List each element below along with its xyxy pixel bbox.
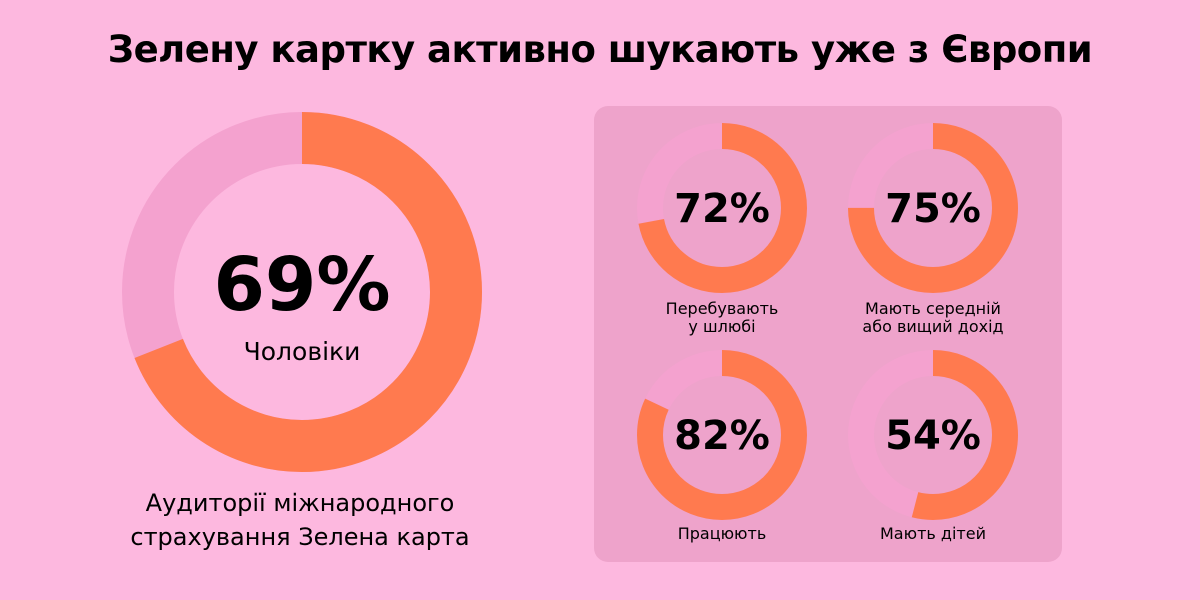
donut-income-label-line-2: або вищий дохід [862, 317, 1003, 336]
donut-married-label-line-1: Перебувають [666, 299, 779, 318]
donut-children: 54% Мають дітей [848, 350, 1018, 543]
donut-married: 72% Перебувають у шлюбі [637, 123, 807, 336]
donut-working-arc [637, 350, 807, 520]
donut-income-label-line-1: Мають середній [865, 299, 1001, 318]
audience-caption: Аудиторії міжнародного страхування Зелен… [60, 486, 540, 554]
donut-children-value: 54% [885, 413, 981, 459]
donut-income-value: 75% [885, 186, 981, 232]
donut-married-label-line-2: у шлюбі [688, 317, 755, 336]
audience-caption-line-1: Аудиторії міжнародного [145, 489, 455, 517]
audience-caption-line-2: страхування Зелена карта [130, 523, 470, 551]
donut-children-arc [848, 350, 1018, 520]
page-title: Зелену картку активно шукають уже з Євро… [107, 28, 1093, 71]
donut-income: 75% Мають середній або вищий дохід [848, 123, 1018, 336]
donut-working: 82% Працюють [637, 350, 807, 543]
donut-income-arc [848, 123, 1018, 293]
donut-married-value: 72% [674, 186, 770, 232]
donut-men-label: Чоловіки [244, 337, 361, 366]
donut-working-label: Працюють [678, 524, 767, 543]
donut-married-arc [637, 123, 807, 293]
donut-children-label: Мають дітей [880, 524, 986, 543]
donut-men: 69% Чоловіки [122, 112, 482, 472]
donut-men-value: 69% [213, 242, 390, 328]
donut-men-arc [122, 112, 482, 472]
donut-working-value: 82% [674, 413, 770, 459]
